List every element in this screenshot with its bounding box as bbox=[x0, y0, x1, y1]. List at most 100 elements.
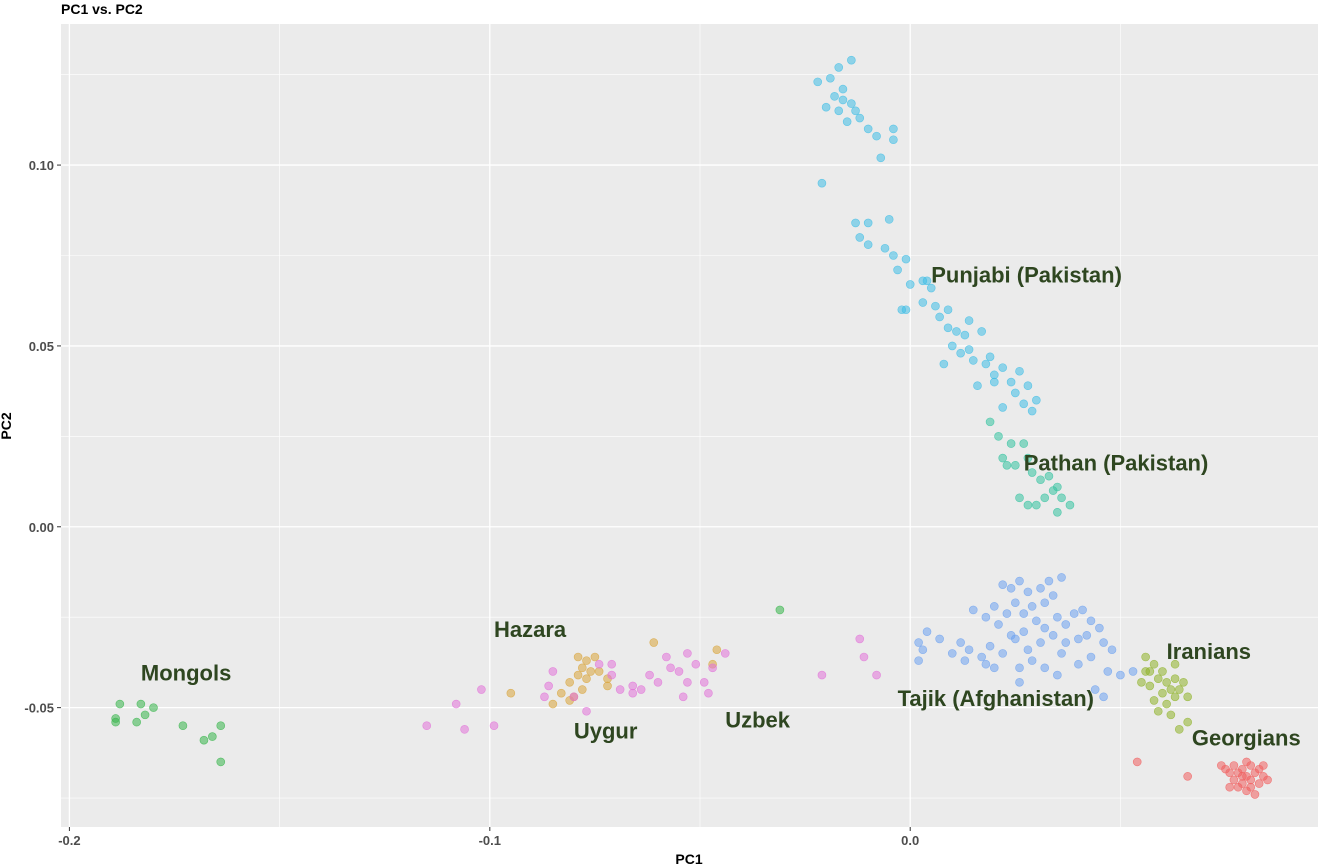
data-point-punjabi-pakistan bbox=[821, 102, 831, 112]
data-point-tajik-afghanistan bbox=[1099, 692, 1108, 702]
data-point-tajik-afghanistan bbox=[922, 627, 932, 636]
data-point-punjabi-pakistan bbox=[947, 341, 957, 351]
data-point-iranians bbox=[1174, 685, 1184, 694]
data-point-tajik-afghanistan bbox=[1040, 598, 1050, 608]
data-point-pathan-pakistan bbox=[1006, 439, 1016, 448]
data-point-pathan-pakistan bbox=[1032, 500, 1041, 510]
data-point-tajik-afghanistan bbox=[1040, 663, 1050, 673]
data-point-tajik-afghanistan bbox=[998, 649, 1007, 658]
data-point-tajik-afghanistan bbox=[964, 645, 974, 655]
data-point-tajik-afghanistan bbox=[1107, 645, 1117, 655]
data-point-pathan-pakistan bbox=[1002, 460, 1012, 470]
data-point-mongols bbox=[132, 717, 141, 727]
data-point-uygur bbox=[683, 649, 692, 658]
data-points bbox=[111, 55, 1272, 799]
data-point-uygur bbox=[859, 652, 869, 662]
data-point-tajik-afghanistan bbox=[947, 649, 957, 658]
data-point-tajik-afghanistan bbox=[1074, 634, 1083, 644]
data-point-mongols bbox=[775, 605, 785, 615]
data-point-punjabi-pakistan bbox=[1027, 406, 1037, 416]
data-point-uygur bbox=[451, 699, 461, 709]
data-point-punjabi-pakistan bbox=[973, 381, 982, 391]
data-point-tajik-afghanistan bbox=[1074, 659, 1083, 669]
data-point-punjabi-pakistan bbox=[998, 403, 1007, 412]
data-point-iranians bbox=[1162, 678, 1171, 687]
data-point-uygur bbox=[594, 659, 604, 669]
data-point-georgians bbox=[1229, 761, 1239, 770]
data-point-hazara bbox=[582, 656, 591, 665]
data-point-mongols bbox=[216, 721, 226, 731]
data-point-uygur bbox=[615, 685, 625, 694]
data-point-punjabi-pakistan bbox=[872, 131, 881, 141]
data-point-uygur bbox=[628, 688, 638, 698]
data-point-iranians bbox=[1149, 659, 1159, 669]
data-point-punjabi-pakistan bbox=[989, 377, 999, 387]
data-point-uygur bbox=[674, 667, 684, 676]
data-point-uygur bbox=[477, 685, 486, 694]
data-point-punjabi-pakistan bbox=[876, 153, 886, 163]
data-point-uygur bbox=[645, 670, 654, 680]
data-point-uygur bbox=[548, 667, 558, 676]
data-point-punjabi-pakistan bbox=[901, 305, 911, 315]
data-point-uygur bbox=[422, 721, 432, 731]
data-point-uygur bbox=[636, 685, 646, 694]
data-point-tajik-afghanistan bbox=[914, 656, 923, 665]
data-point-tajik-afghanistan bbox=[1086, 652, 1096, 662]
x-tick-label: -0.2 bbox=[58, 833, 80, 848]
data-point-uygur bbox=[460, 725, 469, 734]
data-point-tajik-afghanistan bbox=[1095, 623, 1104, 633]
data-point-tajik-afghanistan bbox=[1044, 576, 1054, 586]
data-point-iranians bbox=[1166, 685, 1176, 694]
data-point-tajik-afghanistan bbox=[1023, 587, 1033, 597]
data-point-punjabi-pakistan bbox=[960, 330, 970, 340]
data-point-punjabi-pakistan bbox=[838, 84, 848, 94]
data-point-tajik-afghanistan bbox=[1019, 627, 1029, 636]
data-point-uygur bbox=[699, 678, 709, 687]
data-point-tajik-afghanistan bbox=[1128, 667, 1138, 676]
data-point-hazara bbox=[586, 667, 596, 676]
data-point-punjabi-pakistan bbox=[905, 280, 915, 289]
data-point-punjabi-pakistan bbox=[956, 348, 965, 358]
x-axis-ticks: -0.2 -0.1 0.0 bbox=[58, 827, 919, 848]
y-tick-label: 0.00 bbox=[29, 520, 54, 535]
data-point-punjabi-pakistan bbox=[989, 370, 999, 380]
data-point-tajik-afghanistan bbox=[1027, 656, 1037, 665]
data-point-mongols bbox=[115, 699, 125, 709]
data-point-georgians bbox=[1254, 779, 1264, 788]
data-point-punjabi-pakistan bbox=[943, 323, 953, 333]
data-point-iranians bbox=[1166, 710, 1176, 720]
data-point-punjabi-pakistan bbox=[817, 178, 827, 188]
data-point-punjabi-pakistan bbox=[918, 298, 928, 307]
group-label-tajik-afghanistan: Tajik (Afghanistan) bbox=[898, 686, 1094, 711]
group-label-hazara: Hazara bbox=[494, 617, 567, 642]
y-tick-label: 0.10 bbox=[29, 158, 54, 173]
data-point-punjabi-pakistan bbox=[847, 99, 856, 108]
data-point-uygur bbox=[708, 663, 717, 673]
data-point-tajik-afghanistan bbox=[1048, 630, 1058, 640]
data-point-punjabi-pakistan bbox=[952, 327, 961, 336]
data-point-hazara bbox=[649, 638, 659, 647]
data-point-georgians bbox=[1183, 772, 1192, 781]
data-point-pathan-pakistan bbox=[1040, 493, 1050, 503]
data-point-tajik-afghanistan bbox=[1116, 670, 1125, 680]
data-point-tajik-afghanistan bbox=[1032, 616, 1041, 626]
data-point-punjabi-pakistan bbox=[826, 73, 835, 83]
data-point-hazara bbox=[577, 685, 587, 694]
data-point-iranians bbox=[1158, 688, 1167, 698]
data-point-punjabi-pakistan bbox=[880, 243, 890, 253]
data-point-uygur bbox=[540, 692, 549, 702]
data-point-uygur bbox=[666, 663, 675, 673]
data-point-mongols bbox=[149, 703, 158, 712]
data-point-pathan-pakistan bbox=[1044, 471, 1054, 481]
data-point-tajik-afghanistan bbox=[1036, 583, 1045, 593]
data-point-punjabi-pakistan bbox=[943, 305, 953, 315]
data-point-tajik-afghanistan bbox=[968, 605, 978, 615]
data-point-iranians bbox=[1170, 674, 1180, 683]
data-point-tajik-afghanistan bbox=[1036, 638, 1045, 647]
data-point-uygur bbox=[872, 670, 881, 680]
data-point-georgians bbox=[1225, 768, 1235, 778]
group-labels: Punjabi (Pakistan) Pathan (Pakistan) Tajik… bbox=[141, 263, 1301, 751]
data-point-punjabi-pakistan bbox=[884, 215, 894, 224]
data-point-tajik-afghanistan bbox=[1053, 670, 1062, 680]
